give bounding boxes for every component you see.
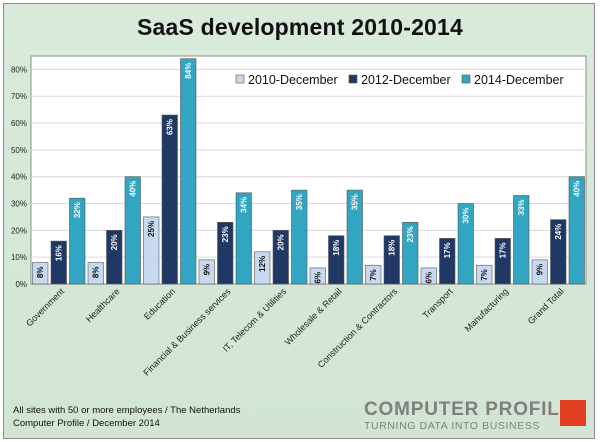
plot-area	[30, 55, 587, 285]
chart-title: SaaS development 2010-2014	[136, 14, 464, 40]
bar	[309, 267, 326, 285]
data-label: 20%	[110, 234, 119, 250]
footnote-line-2: Computer Profile / December 2014	[13, 418, 160, 429]
bar	[254, 251, 271, 285]
data-label: 6%	[425, 272, 434, 284]
bar	[87, 262, 104, 285]
bar	[69, 197, 86, 285]
data-label: 8%	[92, 267, 101, 279]
data-label: 17%	[443, 242, 452, 258]
x-category-label: Government	[24, 286, 66, 328]
bar	[550, 219, 567, 285]
bar	[143, 216, 160, 285]
data-label: 40%	[129, 181, 138, 197]
legend-swatch	[348, 74, 358, 84]
y-tick-label: 50%	[11, 146, 27, 155]
logo-name: COMPUTER PROFILE	[364, 399, 574, 420]
bar	[476, 264, 493, 285]
y-tick-label: 20%	[11, 226, 27, 235]
x-category-label: Transport	[421, 286, 455, 320]
bar	[568, 176, 585, 285]
legend-label: 2012-December	[361, 73, 451, 87]
data-label: 32%	[73, 202, 82, 218]
logo-tagline: TURNING DATA INTO BUSINESS	[364, 420, 541, 432]
data-label: 63%	[166, 119, 175, 135]
bar	[50, 240, 67, 285]
data-label: 23%	[406, 226, 415, 242]
bar	[235, 192, 252, 285]
bar	[513, 195, 530, 285]
data-label: 23%	[221, 226, 230, 242]
data-label: 35%	[295, 194, 304, 210]
y-tick-label: 40%	[11, 173, 27, 182]
bar	[106, 230, 123, 285]
y-tick-label: 0%	[15, 280, 27, 289]
bar	[420, 267, 437, 285]
bar	[217, 222, 234, 285]
x-category-label: Healthcare	[84, 286, 122, 324]
bar	[328, 235, 345, 285]
data-label: 18%	[332, 240, 341, 256]
y-tick-label: 80%	[11, 65, 27, 74]
data-label: 7%	[480, 269, 489, 281]
bar	[457, 203, 474, 285]
logo-square-icon	[560, 400, 586, 426]
bar	[494, 238, 511, 285]
data-label: 35%	[351, 194, 360, 210]
data-label: 9%	[203, 264, 212, 276]
data-label: 25%	[147, 221, 156, 237]
data-label: 20%	[277, 234, 286, 250]
y-tick-label: 30%	[11, 200, 27, 209]
data-label: 17%	[499, 242, 508, 258]
x-category-label: IT, Telecom & Utilities	[221, 286, 289, 354]
y-tick-label: 60%	[11, 119, 27, 128]
x-category-label: Financial & Business services	[141, 286, 233, 378]
data-label: 7%	[369, 269, 378, 281]
legend-swatch	[461, 74, 471, 84]
bar	[402, 222, 419, 285]
legend-swatch	[235, 74, 245, 84]
bar	[346, 189, 363, 285]
bar	[124, 176, 141, 285]
bar	[198, 259, 215, 285]
data-label: 34%	[240, 197, 249, 213]
data-label: 30%	[462, 208, 471, 224]
data-label: 16%	[55, 245, 64, 261]
data-label: 24%	[554, 224, 563, 240]
bar	[32, 262, 49, 285]
legend-label: 2010-December	[248, 73, 338, 87]
data-label: 18%	[388, 240, 397, 256]
bar	[161, 114, 178, 285]
x-category-label: Manufacturing	[463, 286, 510, 333]
footnote-line-1: All sites with 50 or more employees / Th…	[13, 405, 241, 416]
x-category-label: Wholesale & Retail	[283, 286, 344, 347]
footnote: All sites with 50 or more employees / Th…	[13, 404, 240, 430]
data-label: 12%	[258, 256, 267, 272]
bar	[272, 230, 289, 285]
x-category-label: Grand Total	[526, 286, 566, 326]
bar	[180, 58, 197, 285]
data-label: 9%	[536, 264, 545, 276]
bar	[291, 189, 308, 285]
y-tick-label: 10%	[11, 253, 27, 262]
x-category-label: Education	[142, 286, 177, 321]
data-label: 84%	[184, 63, 193, 79]
company-logo: COMPUTER PROFILE TURNING DATA INTO BUSIN…	[364, 398, 588, 434]
data-label: 33%	[517, 199, 526, 215]
legend-label: 2014-December	[474, 73, 564, 87]
data-label: 6%	[314, 272, 323, 284]
data-label: 40%	[573, 181, 582, 197]
data-label: 8%	[36, 267, 45, 279]
bar	[365, 264, 382, 285]
y-tick-label: 70%	[11, 92, 27, 101]
bar	[531, 259, 548, 285]
bar	[383, 235, 400, 285]
bar	[439, 238, 456, 285]
